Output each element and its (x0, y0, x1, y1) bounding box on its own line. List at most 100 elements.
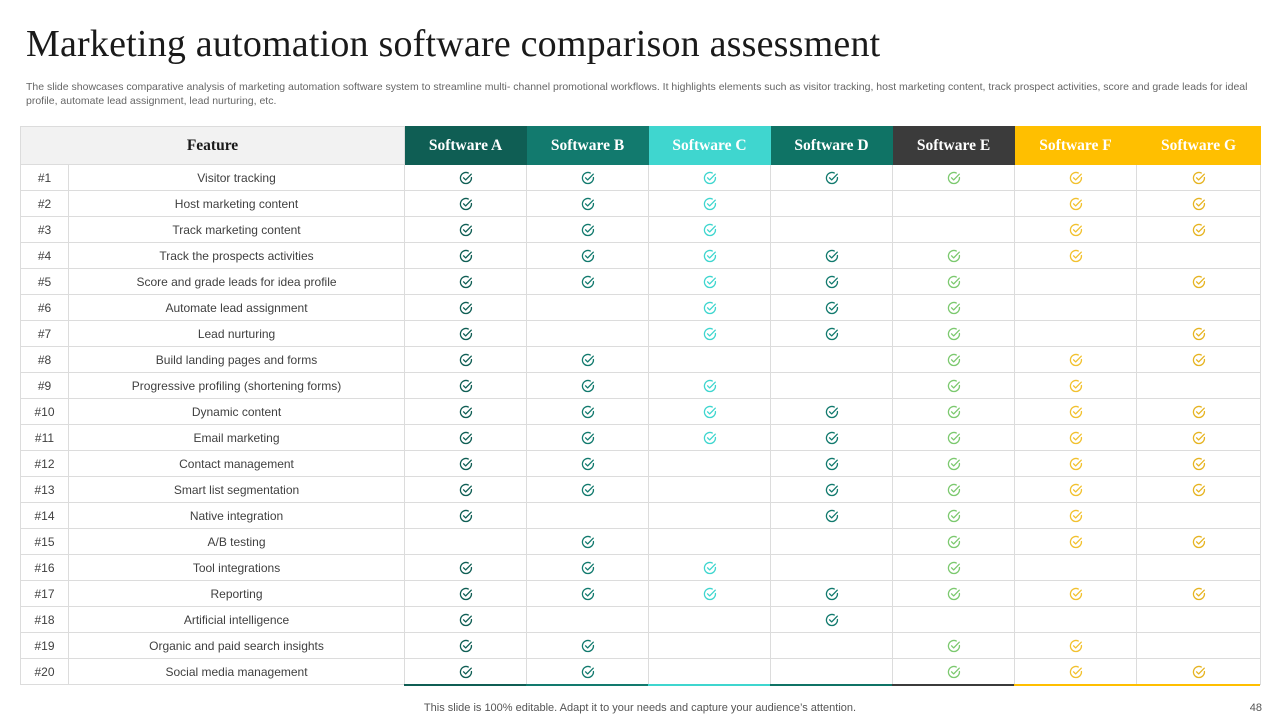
feature-name: Smart list segmentation (67, 476, 406, 503)
support-cell (892, 476, 1016, 503)
check-circle-icon (947, 379, 961, 393)
support-cell (1136, 164, 1262, 191)
support-cell (648, 294, 772, 321)
feature-name: Build landing pages and forms (67, 346, 406, 373)
feature-name: Social media management (67, 658, 406, 685)
check-circle-icon (1069, 587, 1083, 601)
support-cell (1014, 164, 1138, 191)
support-cell (770, 294, 894, 321)
support-cell (770, 320, 894, 347)
support-cell (1014, 450, 1138, 477)
support-cell (1136, 580, 1262, 607)
accent-bar-c (648, 684, 770, 686)
check-circle-icon (1192, 535, 1206, 549)
check-circle-icon (581, 665, 595, 679)
feature-column-header: Feature (19, 126, 406, 165)
support-cell (648, 216, 772, 243)
support-cell (404, 450, 528, 477)
check-circle-icon (703, 587, 717, 601)
support-cell (526, 216, 650, 243)
support-cell (1014, 268, 1138, 295)
check-circle-icon (459, 327, 473, 341)
support-cell (892, 216, 1016, 243)
feature-name: Score and grade leads for idea profile (67, 268, 406, 295)
check-circle-icon (825, 171, 839, 185)
support-cell (770, 268, 894, 295)
check-circle-icon (459, 431, 473, 445)
check-circle-icon (947, 639, 961, 653)
row-number: #8 (20, 346, 69, 373)
support-cell (770, 632, 894, 659)
support-cell (770, 502, 894, 529)
check-circle-icon (581, 171, 595, 185)
support-cell (892, 528, 1016, 555)
support-cell (1014, 476, 1138, 503)
support-cell (526, 502, 650, 529)
support-cell (648, 528, 772, 555)
check-circle-icon (459, 665, 473, 679)
accent-bar-f (1014, 684, 1136, 686)
support-cell (1014, 320, 1138, 347)
check-circle-icon (947, 301, 961, 315)
support-cell (404, 528, 528, 555)
table-row: #11 Email marketing (20, 424, 1262, 451)
check-circle-icon (947, 561, 961, 575)
check-circle-icon (947, 431, 961, 445)
table-row: #2 Host marketing content (20, 190, 1262, 217)
table-row: #7 Lead nurturing (20, 320, 1262, 347)
check-circle-icon (459, 275, 473, 289)
support-cell (1136, 372, 1262, 399)
table-row: #19 Organic and paid search insights (20, 632, 1262, 659)
check-circle-icon (1069, 535, 1083, 549)
support-cell (892, 502, 1016, 529)
table-body: #1 Visitor tracking #2 Host marketing conte… (20, 164, 1262, 685)
check-circle-icon (825, 613, 839, 627)
check-circle-icon (459, 301, 473, 315)
support-cell (892, 450, 1016, 477)
feature-name: Progressive profiling (shortening forms) (67, 372, 406, 399)
software-header-e: Software E (892, 126, 1016, 165)
row-number: #16 (20, 554, 69, 581)
check-circle-icon (947, 275, 961, 289)
feature-name: Contact management (67, 450, 406, 477)
support-cell (770, 450, 894, 477)
support-cell (1014, 190, 1138, 217)
support-cell (1136, 424, 1262, 451)
check-circle-icon (1192, 223, 1206, 237)
check-circle-icon (947, 535, 961, 549)
accent-bar-d (770, 684, 892, 686)
support-cell (648, 424, 772, 451)
check-circle-icon (581, 457, 595, 471)
support-cell (404, 164, 528, 191)
support-cell (1014, 528, 1138, 555)
check-circle-icon (459, 353, 473, 367)
support-cell (892, 242, 1016, 269)
table-row: #10 Dynamic content (20, 398, 1262, 425)
support-cell (404, 216, 528, 243)
support-cell (770, 190, 894, 217)
check-circle-icon (825, 509, 839, 523)
support-cell (1136, 216, 1262, 243)
check-circle-icon (581, 275, 595, 289)
check-circle-icon (1069, 249, 1083, 263)
support-cell (526, 658, 650, 685)
support-cell (892, 424, 1016, 451)
row-number: #6 (20, 294, 69, 321)
support-cell (1136, 606, 1262, 633)
support-cell (892, 164, 1016, 191)
check-circle-icon (1192, 587, 1206, 601)
support-cell (892, 398, 1016, 425)
check-circle-icon (703, 561, 717, 575)
row-number: #12 (20, 450, 69, 477)
check-circle-icon (1192, 431, 1206, 445)
table-row: #12 Contact management (20, 450, 1262, 477)
check-circle-icon (459, 405, 473, 419)
support-cell (648, 320, 772, 347)
support-cell (770, 606, 894, 633)
check-circle-icon (1192, 327, 1206, 341)
check-circle-icon (1192, 171, 1206, 185)
table-row: #3 Track marketing content (20, 216, 1262, 243)
support-cell (404, 294, 528, 321)
support-cell (526, 450, 650, 477)
check-circle-icon (825, 587, 839, 601)
